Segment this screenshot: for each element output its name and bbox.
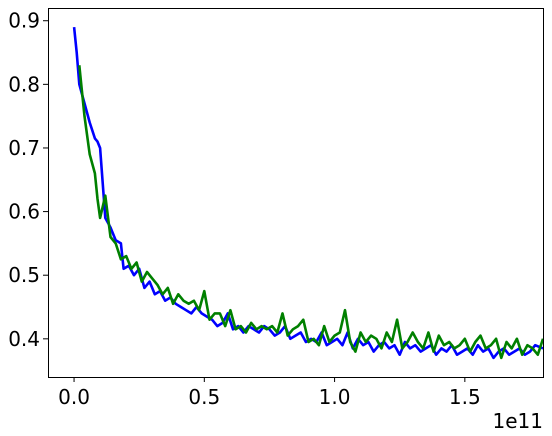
x-axis-offset-label: 1e11 xyxy=(493,409,543,433)
y-tick-label: 0.8 xyxy=(8,72,40,96)
x-tick-label: 0.5 xyxy=(188,385,220,409)
y-tick-label: 0.9 xyxy=(8,9,40,33)
x-tick-label: 0.0 xyxy=(58,385,90,409)
series-line-1 xyxy=(72,26,543,360)
y-tick-label: 0.5 xyxy=(8,263,40,287)
y-tick-label: 0.6 xyxy=(8,200,40,224)
plot-frame xyxy=(48,8,544,378)
x-tick-label: 1.5 xyxy=(449,385,481,409)
y-axis: 0.4 0.5 0.6 0.7 0.8 0.9 xyxy=(8,9,48,351)
series-line-2 xyxy=(78,65,543,360)
x-tick-label: 1.0 xyxy=(319,385,351,409)
y-tick-label: 0.4 xyxy=(8,327,40,351)
series-layer xyxy=(72,26,543,360)
y-tick-label: 0.7 xyxy=(8,136,40,160)
x-axis: 0.0 0.5 1.0 1.5 xyxy=(58,377,481,409)
